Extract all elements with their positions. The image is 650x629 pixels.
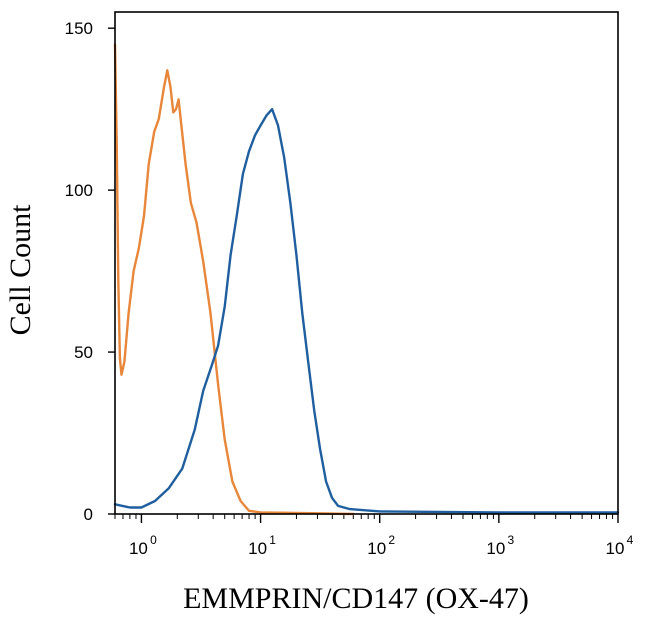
x-tick-label-base: 10 [248,539,267,558]
x-tick-label-base: 10 [606,539,625,558]
x-tick-label-base: 10 [129,539,148,558]
x-tick-label-exponent: 1 [269,533,276,547]
y-tick-label: 100 [65,181,93,200]
y-tick-label: 150 [65,19,93,38]
series-line-1 [113,43,355,516]
x-tick-label-exponent: 4 [627,533,634,547]
x-axis-title: EMMPRIN/CD147 (OX-47) [183,582,529,615]
series-layer [113,43,620,516]
y-tick-label: 0 [84,505,93,524]
plot-area-frame [114,11,619,515]
x-tick-label-exponent: 2 [388,533,395,547]
x-tick-label-exponent: 0 [150,533,157,547]
x-tick-label-exponent: 3 [508,533,515,547]
y-tick-label: 50 [74,343,93,362]
x-tick-label-base: 10 [486,539,505,558]
series-line-2 [113,108,620,514]
y-axis-title: Cell Count [4,204,37,336]
x-tick-label-base: 10 [367,539,386,558]
